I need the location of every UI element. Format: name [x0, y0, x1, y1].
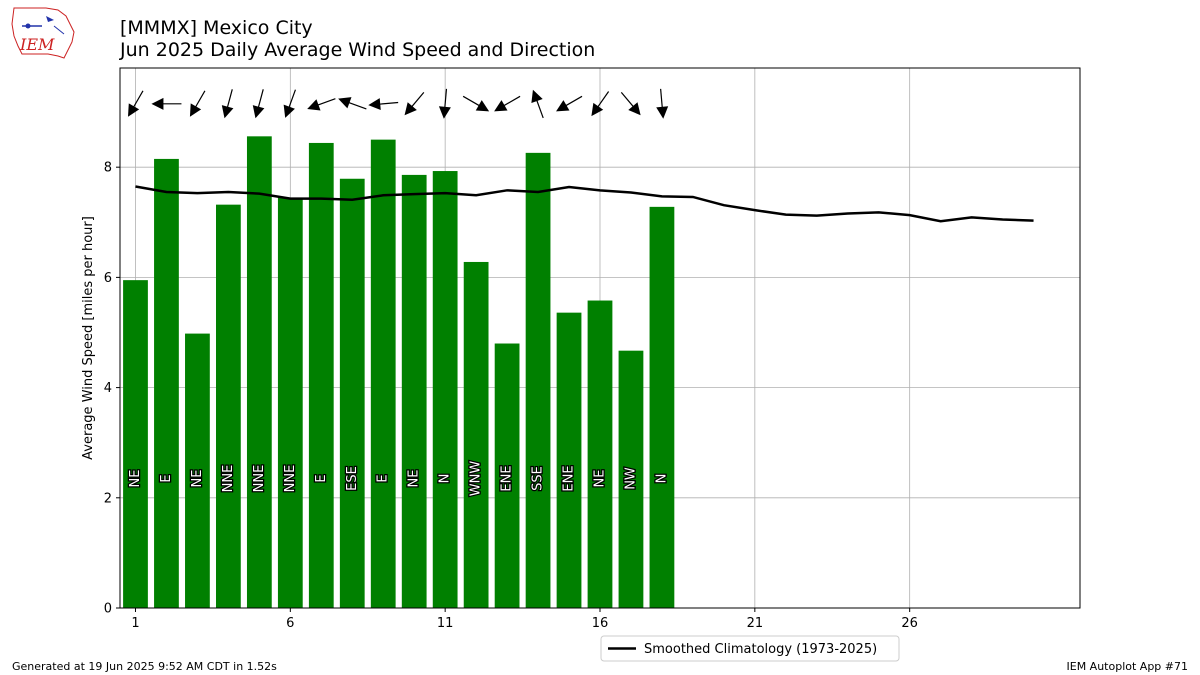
direction-labels: NE E NE NNE NNE NNE E ESE E NE N WNW ENE SSE ENE NE NW N: [127, 459, 671, 497]
chart-subtitle: Jun 2025 Daily Average Wind Speed and Di…: [120, 39, 596, 61]
x-tick-label: 6: [286, 616, 294, 631]
footer-generated: Generated at 19 Jun 2025 9:52 AM CDT in …: [12, 660, 277, 673]
direction-label: ENE: [500, 465, 515, 491]
footer-app: IEM Autoplot App #71: [1066, 660, 1189, 673]
direction-label: NNE: [252, 465, 267, 493]
direction-label: WNW: [469, 461, 484, 497]
x-tick-label: 21: [747, 616, 764, 631]
bar: [216, 204, 241, 608]
y-tick-label: 8: [104, 161, 112, 176]
direction-arrow: [221, 89, 234, 119]
x-tick-label: 26: [901, 616, 918, 631]
direction-label: NE: [593, 470, 608, 488]
plot-frame: [119, 67, 1081, 609]
bar: [123, 280, 148, 608]
bar: [618, 350, 644, 608]
direction-label: ENE: [562, 465, 577, 491]
y-tick-label: 4: [104, 381, 112, 396]
direction-arrow: [656, 88, 669, 119]
bar: [370, 139, 396, 608]
bar: [649, 206, 675, 608]
legend-label: Smoothed Climatology (1973-2025): [644, 642, 877, 657]
bar: [494, 343, 520, 608]
x-tick-label: 11: [437, 616, 454, 631]
direction-arrow: [494, 95, 521, 112]
direction-label: NW: [623, 467, 638, 490]
bar: [463, 261, 489, 608]
direction-arrow: [620, 91, 641, 116]
direction-arrow: [404, 91, 425, 116]
direction-label: N: [438, 474, 453, 484]
bar: [432, 171, 458, 608]
x-tick-label: 1: [131, 616, 139, 631]
x-tick-label: 16: [592, 616, 609, 631]
bar: [339, 178, 365, 608]
direction-arrow: [307, 98, 336, 111]
direction-label: E: [376, 474, 391, 482]
direction-arrow: [462, 95, 490, 112]
bar: [185, 333, 210, 608]
bar: [277, 197, 303, 608]
bar: [246, 136, 272, 608]
direction-arrow: [151, 97, 182, 110]
direction-arrow: [531, 89, 544, 119]
legend: Smoothed Climatology (1973-2025): [600, 635, 900, 662]
direction-arrows: [127, 88, 669, 119]
direction-arrow: [591, 91, 610, 117]
direction-arrow: [127, 90, 144, 117]
direction-label: NE: [407, 470, 422, 488]
direction-label: NE: [128, 470, 143, 488]
bar: [556, 312, 582, 608]
direction-label: NNE: [283, 465, 298, 493]
climatology-line: [135, 185, 1034, 223]
direction-label: SSE: [531, 466, 546, 491]
bar: [525, 152, 551, 608]
y-tick-label: 6: [104, 271, 112, 286]
chart-title: [MMMX] Mexico City: [120, 17, 313, 39]
direction-label: E: [314, 474, 329, 482]
y-tick-label: 2: [104, 491, 112, 506]
logo-text: IEM: [19, 35, 55, 54]
bar: [154, 158, 179, 608]
y-axis-label: Average Wind Speed [miles per hour]: [81, 216, 96, 460]
direction-arrow: [283, 89, 297, 118]
direction-label: NNE: [221, 465, 236, 493]
climatology: [135, 185, 1034, 223]
bar: [308, 142, 334, 608]
direction-arrow: [252, 89, 265, 119]
iem-logo: IEM: [11, 7, 75, 59]
bars: [123, 136, 675, 609]
direction-arrow: [338, 97, 367, 110]
y-tick-label: 0: [104, 602, 112, 617]
direction-arrow: [189, 90, 206, 117]
direction-arrow: [368, 98, 399, 111]
direction-label: NE: [190, 470, 205, 488]
direction-label: ESE: [345, 466, 360, 491]
bar: [401, 174, 427, 609]
direction-label: N: [654, 474, 669, 484]
direction-arrow: [556, 95, 583, 112]
direction-arrow: [438, 88, 451, 119]
bar: [587, 300, 613, 608]
direction-label: E: [159, 474, 174, 482]
